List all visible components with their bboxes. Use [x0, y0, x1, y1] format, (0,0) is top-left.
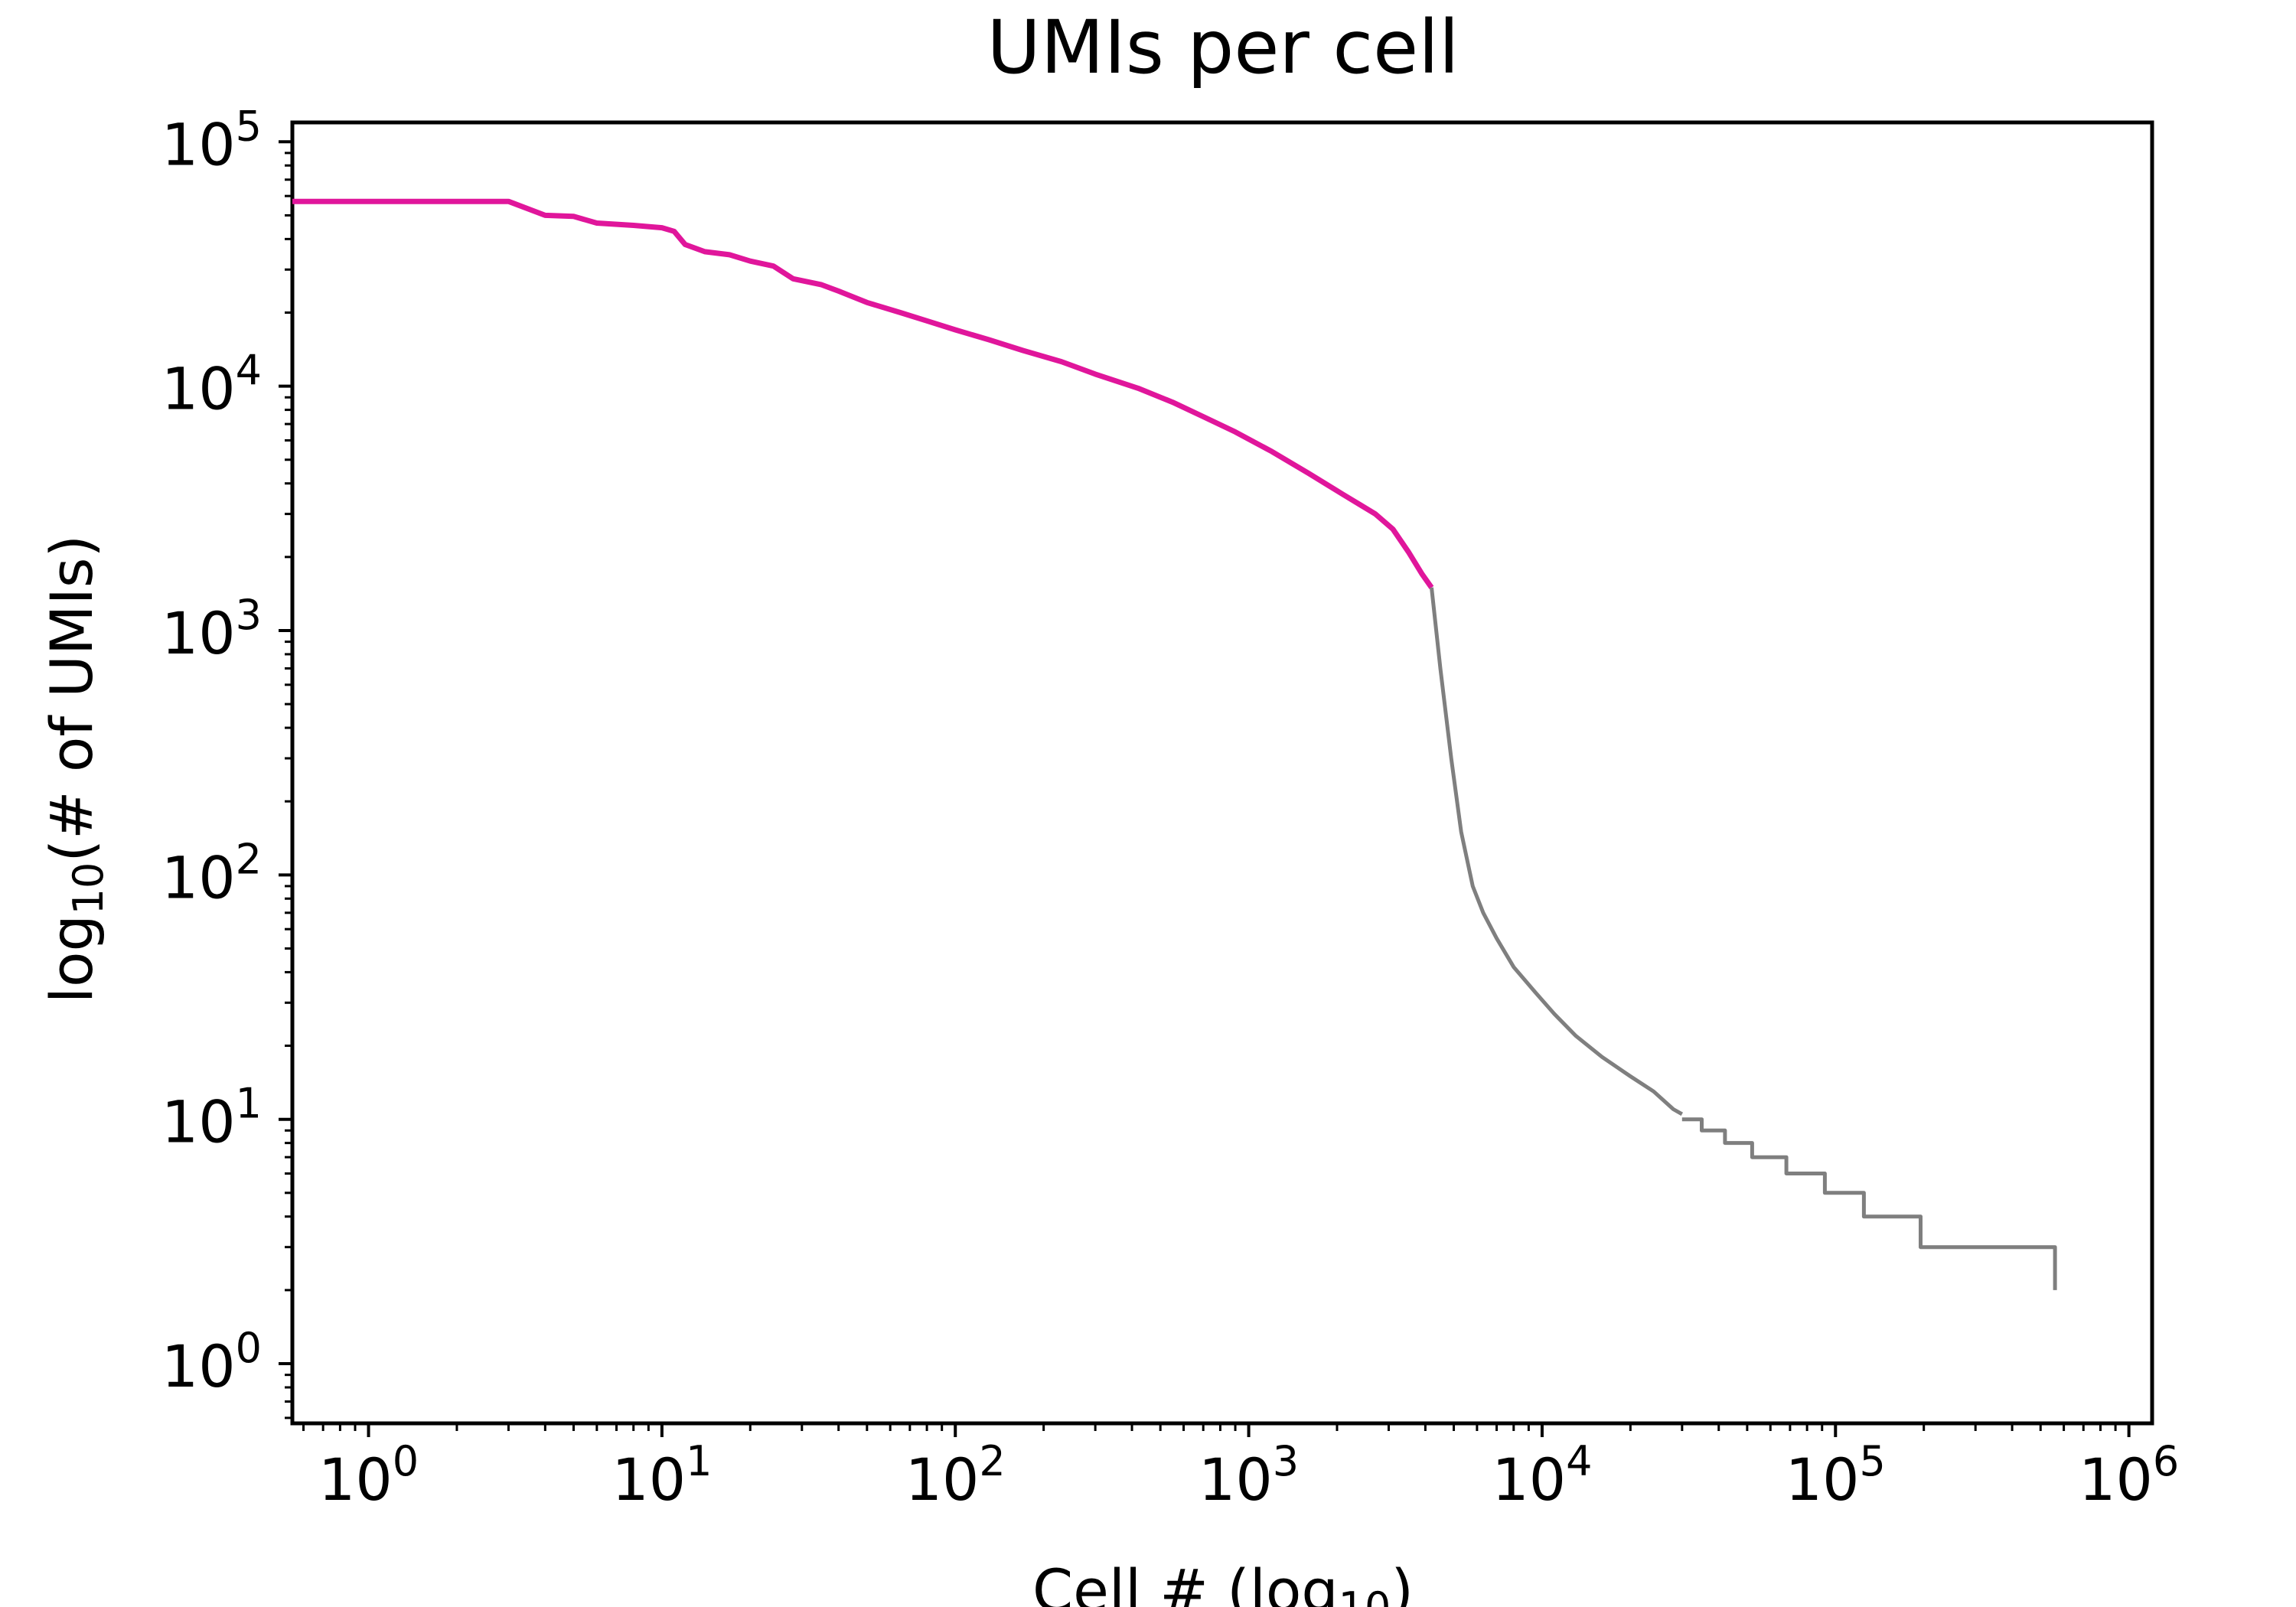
x-tick-label-exp: 3 — [1273, 1437, 1299, 1485]
chart-title: UMIs per cell — [987, 5, 1459, 90]
y-tick-label-base: 10 — [161, 355, 236, 423]
x-tick-label: 103 — [1199, 1437, 1299, 1514]
y-tick-label: 103 — [161, 591, 262, 667]
x-tick-label-base: 10 — [1492, 1446, 1566, 1514]
x-tick-label-exp: 4 — [1566, 1437, 1592, 1485]
x-tick-label: 104 — [1492, 1437, 1592, 1514]
y-tick-label-exp: 5 — [236, 102, 262, 150]
y-axis-label-end: (# of UMIs) — [38, 535, 106, 862]
plot-frame — [290, 120, 2154, 1426]
x-tick-label: 106 — [2079, 1437, 2179, 1514]
x-tick-label-base: 10 — [318, 1446, 393, 1514]
y-tick-label-exp: 1 — [236, 1080, 262, 1128]
x-axis-label: Cell # (log10) — [1032, 1556, 1414, 1607]
y-tick-label-exp: 4 — [236, 347, 262, 395]
y-axis-label: log10(# of UMIs) — [38, 535, 113, 1003]
series-group — [292, 198, 2057, 1290]
y-axis-label-main: log — [38, 914, 106, 1003]
y-tick-label: 105 — [161, 102, 262, 178]
y-tick-label-base: 10 — [161, 843, 236, 911]
x-tick-label: 102 — [905, 1437, 1006, 1514]
y-tick-label-exp: 2 — [236, 835, 262, 883]
y-tick-label-exp: 3 — [236, 591, 262, 639]
y-tick-label-exp: 0 — [236, 1324, 262, 1372]
x-axis-label-end: ) — [1391, 1556, 1414, 1607]
y-tick-label: 104 — [161, 347, 262, 423]
y-tick-label-base: 10 — [161, 1332, 236, 1400]
x-tick-label-base: 10 — [905, 1446, 980, 1514]
x-tick-label-base: 10 — [1786, 1446, 1860, 1514]
y-tick-label: 101 — [161, 1080, 262, 1156]
x-tick-label: 101 — [612, 1437, 712, 1514]
x-tick-label-exp: 2 — [979, 1437, 1005, 1485]
series-line-cells — [292, 198, 1434, 589]
x-tick-label-exp: 5 — [1859, 1437, 1885, 1485]
x-axis-ticks: 100 101 102 103 104 105 106 — [302, 1423, 2179, 1514]
x-tick-label-exp: 1 — [686, 1437, 712, 1485]
x-tick-label-exp: 0 — [393, 1437, 419, 1485]
y-axis-label-sub: 10 — [64, 862, 113, 915]
series-line-background-steps — [1681, 1117, 2057, 1290]
x-tick-label: 100 — [318, 1437, 419, 1514]
x-axis-label-sub: 10 — [1339, 1583, 1391, 1607]
x-tick-label-base: 10 — [612, 1446, 686, 1514]
x-tick-label: 105 — [1786, 1437, 1886, 1514]
x-tick-label-base: 10 — [2079, 1446, 2153, 1514]
y-tick-label-base: 10 — [161, 110, 236, 178]
x-tick-label-base: 10 — [1199, 1446, 1273, 1514]
series-line-background — [1430, 587, 1684, 1116]
y-tick-label-base: 10 — [161, 599, 236, 667]
x-axis-label-main: Cell # (log — [1032, 1556, 1339, 1607]
y-tick-label: 100 — [161, 1324, 262, 1400]
y-tick-label: 102 — [161, 835, 262, 911]
x-tick-label-exp: 6 — [2153, 1437, 2179, 1485]
y-tick-label-base: 10 — [161, 1088, 236, 1156]
